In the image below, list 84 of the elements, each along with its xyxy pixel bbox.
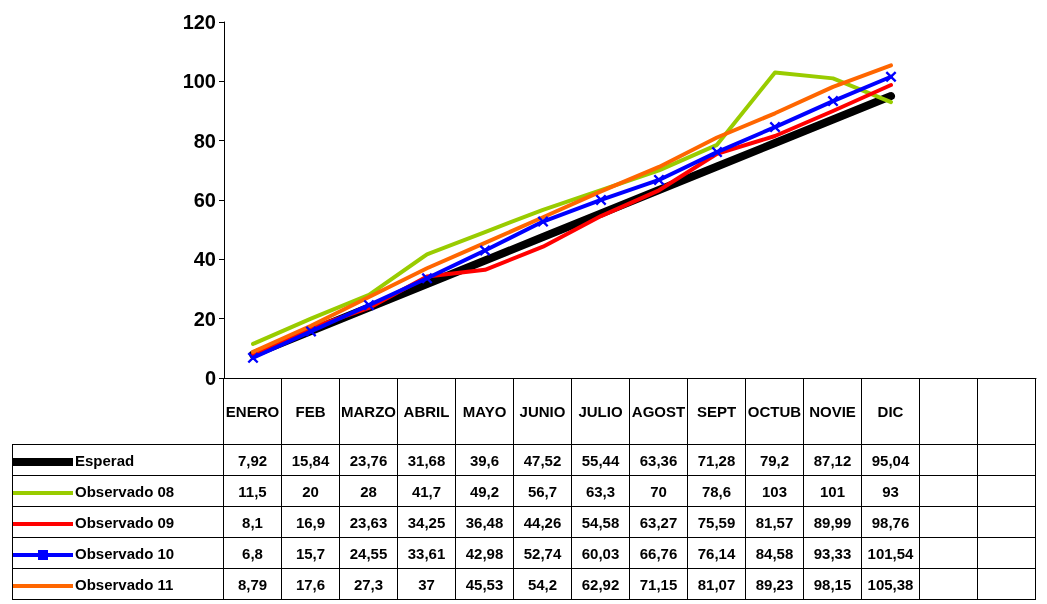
data-label: 23,63 [339, 506, 398, 538]
y-tick-label: 40 [193, 248, 216, 271]
x-tick-label: JUNIO [513, 378, 572, 445]
x-tick-label: AGOST [629, 378, 688, 445]
data-label: 89,99 [803, 506, 862, 538]
data-label: 27,3 [339, 568, 398, 600]
data-label: 7,92 [223, 444, 282, 476]
data-label: 11,5 [223, 475, 282, 507]
x-tick-label: OCTUB [745, 378, 804, 445]
legend-label: Observado 10 [12, 537, 224, 569]
data-label: 103 [745, 475, 804, 507]
data-label: 47,52 [513, 444, 572, 476]
data-label: 81,57 [745, 506, 804, 538]
data-label: 56,7 [513, 475, 572, 507]
y-tick-label: 100 [182, 70, 216, 93]
data-label: 93,33 [803, 537, 862, 569]
data-label: 89,23 [745, 568, 804, 600]
data-label: 23,76 [339, 444, 398, 476]
data-label: 52,74 [513, 537, 572, 569]
data-label: 101 [803, 475, 862, 507]
data-label: 16,9 [281, 506, 340, 538]
data-label: 71,15 [629, 568, 688, 600]
data-label: 63,3 [571, 475, 630, 507]
data-label: 28 [339, 475, 398, 507]
data-label: 34,25 [397, 506, 456, 538]
data-label: 62,92 [571, 568, 630, 600]
data-label: 78,6 [687, 475, 746, 507]
data-label: 45,53 [455, 568, 514, 600]
legend-label: Observado 09 [12, 506, 224, 538]
x-tick-label: MAYO [455, 378, 514, 445]
data-label: 63,36 [629, 444, 688, 476]
data-label: 44,26 [513, 506, 572, 538]
x-tick-label: SEPT [687, 378, 746, 445]
data-label: 15,84 [281, 444, 340, 476]
data-label: 87,12 [803, 444, 862, 476]
x-tick-label: ABRIL [397, 378, 456, 445]
data-label: 49,2 [455, 475, 514, 507]
x-tick-label: NOVIE [803, 378, 862, 445]
data-label: 15,7 [281, 537, 340, 569]
data-label: 95,04 [861, 444, 920, 476]
y-tick-label: 80 [193, 129, 216, 152]
data-label: 101,54 [861, 537, 920, 569]
data-label: 31,68 [397, 444, 456, 476]
data-label: 75,59 [687, 506, 746, 538]
data-label: 17,6 [281, 568, 340, 600]
data-label: 98,15 [803, 568, 862, 600]
x-tick-label: JULIO [571, 378, 630, 445]
data-label: 66,76 [629, 537, 688, 569]
data-label: 84,58 [745, 537, 804, 569]
legend-label: Observado 11 [12, 568, 224, 600]
data-label: 54,2 [513, 568, 572, 600]
data-label: 93 [861, 475, 920, 507]
data-label: 54,58 [571, 506, 630, 538]
data-label: 33,61 [397, 537, 456, 569]
data-label: 24,55 [339, 537, 398, 569]
data-label: 98,76 [861, 506, 920, 538]
y-tick-label: 0 [204, 367, 216, 389]
data-label: 8,1 [223, 506, 282, 538]
data-label: 42,98 [455, 537, 514, 569]
y-tick-label: 20 [193, 307, 216, 330]
data-label: 81,07 [687, 568, 746, 600]
data-label: 76,14 [687, 537, 746, 569]
data-label: 20 [281, 475, 340, 507]
data-label: 37 [397, 568, 456, 600]
data-label: 39,6 [455, 444, 514, 476]
data-label: 8,79 [223, 568, 282, 600]
x-tick-label: DIC [861, 378, 920, 445]
legend-label: Esperad [12, 444, 224, 476]
data-label: 71,28 [687, 444, 746, 476]
x-tick-label: MARZO [339, 378, 398, 445]
x-tick-label: FEB [281, 378, 340, 445]
legend-label: Observado 08 [12, 475, 224, 507]
y-tick-label: 60 [193, 189, 216, 211]
data-label: 105,38 [861, 568, 920, 600]
data-label: 55,44 [571, 444, 630, 476]
data-label: 63,27 [629, 506, 688, 538]
data-label: 6,8 [223, 537, 282, 569]
data-label: 70 [629, 475, 688, 507]
data-label: 79,2 [745, 444, 804, 476]
x-tick-label: ENERO [223, 378, 282, 445]
y-tick-label: 120 [182, 11, 216, 33]
data-label: 60,03 [571, 537, 630, 569]
data-label: 36,48 [455, 506, 514, 538]
data-label: 41,7 [397, 475, 456, 507]
